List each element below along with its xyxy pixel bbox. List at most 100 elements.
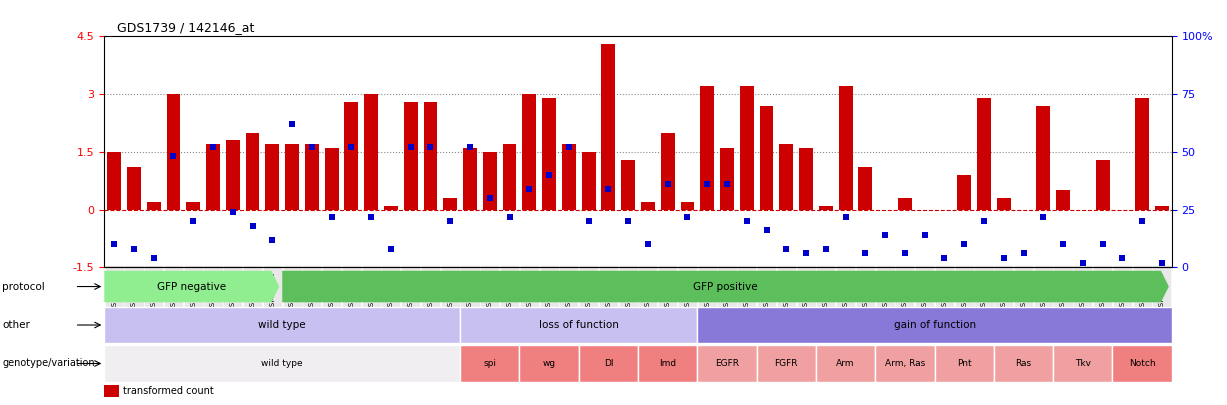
Text: GFP negative: GFP negative bbox=[157, 281, 226, 292]
Point bbox=[243, 222, 263, 229]
Bar bbox=[1056, 190, 1070, 210]
Point bbox=[382, 245, 401, 252]
Point bbox=[163, 153, 183, 160]
Bar bbox=[1113, 345, 1172, 382]
Point bbox=[955, 241, 974, 247]
FancyArrow shape bbox=[104, 271, 280, 302]
Point bbox=[638, 241, 658, 247]
Bar bbox=[206, 144, 220, 210]
Point bbox=[519, 185, 539, 192]
Bar bbox=[460, 307, 697, 343]
Point bbox=[915, 232, 935, 238]
Bar bbox=[519, 345, 579, 382]
Point bbox=[974, 218, 994, 224]
Point bbox=[539, 172, 558, 178]
Bar bbox=[779, 144, 793, 210]
Point bbox=[1033, 213, 1053, 220]
Point bbox=[796, 250, 816, 257]
Bar bbox=[839, 86, 853, 210]
Point bbox=[361, 213, 380, 220]
Bar bbox=[757, 345, 816, 382]
Text: GFP positive: GFP positive bbox=[693, 281, 757, 292]
Point bbox=[836, 213, 855, 220]
Point bbox=[1014, 250, 1033, 257]
Point bbox=[717, 181, 736, 188]
Bar bbox=[128, 167, 141, 210]
Bar bbox=[701, 86, 714, 210]
Bar bbox=[384, 206, 398, 210]
Text: GDS1739 / 142146_at: GDS1739 / 142146_at bbox=[117, 21, 254, 34]
Text: transformed count: transformed count bbox=[123, 386, 213, 396]
Bar bbox=[404, 102, 417, 210]
Text: spi: spi bbox=[483, 359, 496, 368]
Point bbox=[737, 218, 757, 224]
Bar bbox=[483, 152, 497, 210]
Bar bbox=[187, 202, 200, 210]
Text: Arm: Arm bbox=[837, 359, 855, 368]
Point bbox=[1093, 241, 1113, 247]
Point bbox=[421, 144, 440, 151]
Bar bbox=[542, 98, 556, 210]
Point bbox=[697, 181, 717, 188]
Bar bbox=[167, 94, 180, 210]
Point bbox=[144, 255, 163, 261]
Bar bbox=[977, 98, 991, 210]
Point bbox=[994, 255, 1014, 261]
Point bbox=[1152, 260, 1172, 266]
Point bbox=[875, 232, 894, 238]
Bar bbox=[818, 206, 833, 210]
Point bbox=[480, 195, 499, 201]
Bar bbox=[957, 175, 971, 210]
Text: Ras: Ras bbox=[1016, 359, 1032, 368]
Bar bbox=[523, 94, 536, 210]
Point bbox=[223, 209, 243, 215]
Bar bbox=[147, 202, 161, 210]
Text: FGFR: FGFR bbox=[774, 359, 798, 368]
Bar bbox=[306, 144, 319, 210]
Point bbox=[321, 213, 341, 220]
Bar bbox=[460, 345, 519, 382]
Point bbox=[263, 237, 282, 243]
Point bbox=[204, 144, 223, 151]
Point bbox=[894, 250, 914, 257]
Text: Tkv: Tkv bbox=[1075, 359, 1091, 368]
Point bbox=[855, 250, 875, 257]
Point bbox=[460, 144, 480, 151]
Text: genotype/variation: genotype/variation bbox=[2, 358, 94, 369]
Point bbox=[677, 213, 697, 220]
Bar bbox=[935, 345, 994, 382]
Point bbox=[599, 185, 618, 192]
Bar bbox=[720, 148, 734, 210]
Point bbox=[658, 181, 677, 188]
Point bbox=[757, 227, 777, 234]
Text: EGFR: EGFR bbox=[715, 359, 739, 368]
Point bbox=[1113, 255, 1133, 261]
Bar bbox=[661, 133, 675, 210]
Text: protocol: protocol bbox=[2, 281, 45, 292]
Bar bbox=[107, 152, 121, 210]
Point bbox=[560, 144, 579, 151]
Bar bbox=[638, 345, 697, 382]
Bar bbox=[104, 345, 460, 382]
Bar bbox=[579, 345, 638, 382]
Point bbox=[401, 144, 421, 151]
Point bbox=[124, 245, 144, 252]
Bar bbox=[799, 148, 814, 210]
Bar bbox=[1037, 106, 1050, 210]
Point bbox=[341, 144, 361, 151]
Bar bbox=[601, 44, 615, 210]
Bar bbox=[582, 152, 595, 210]
Bar bbox=[697, 307, 1172, 343]
Point bbox=[618, 218, 638, 224]
Bar bbox=[562, 144, 575, 210]
Bar bbox=[1155, 206, 1169, 210]
FancyArrow shape bbox=[282, 271, 1169, 302]
Text: Dl: Dl bbox=[604, 359, 614, 368]
Text: gain of function: gain of function bbox=[893, 320, 975, 330]
Bar bbox=[996, 198, 1011, 210]
Point bbox=[935, 255, 955, 261]
Bar bbox=[245, 133, 259, 210]
Bar bbox=[859, 167, 872, 210]
Bar bbox=[621, 160, 636, 210]
Text: wild type: wild type bbox=[259, 320, 306, 330]
